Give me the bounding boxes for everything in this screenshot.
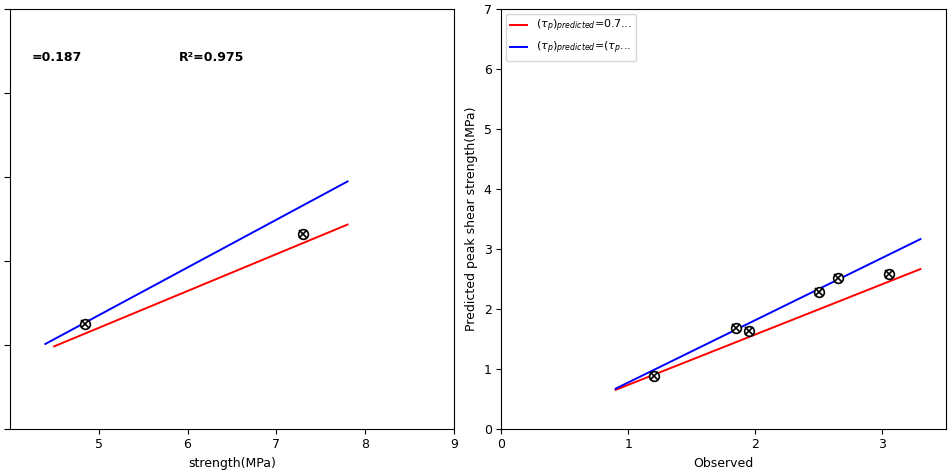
Y-axis label: Predicted peak shear strength(MPa): Predicted peak shear strength(MPa) bbox=[466, 107, 478, 331]
Legend: $(\tau_p)_{predicted}$=0.7..., $(\tau_p)_{predicted}$=$(\tau_p$...: $(\tau_p)_{predicted}$=0.7..., $(\tau_p)… bbox=[505, 14, 636, 61]
Text: R²=0.975: R²=0.975 bbox=[179, 51, 244, 64]
X-axis label: Observed: Observed bbox=[694, 457, 753, 470]
X-axis label: strength(MPa): strength(MPa) bbox=[188, 457, 276, 470]
Text: =0.187: =0.187 bbox=[32, 51, 83, 64]
